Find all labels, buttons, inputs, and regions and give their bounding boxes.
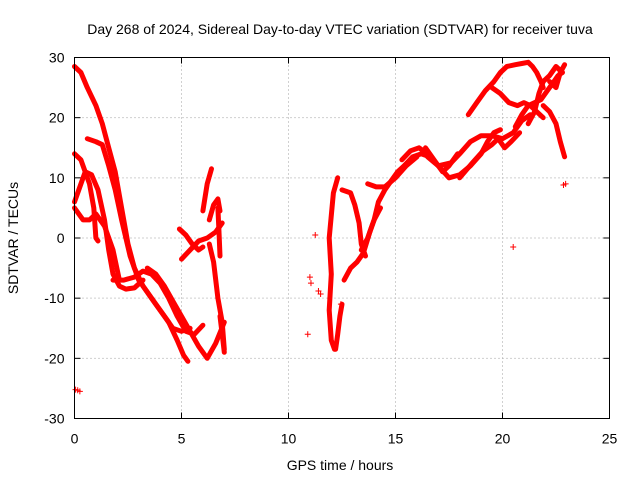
y-tick-label: 30 — [49, 50, 65, 66]
series-arc-4 — [84, 136, 193, 334]
scatter-points — [72, 180, 569, 395]
y-tick-label: -10 — [44, 290, 64, 306]
data-point — [562, 180, 569, 187]
series-arc-28 — [525, 64, 565, 127]
series-arc-3 — [72, 169, 146, 292]
y-tick-label: 10 — [49, 170, 65, 186]
series-arc-8 — [176, 226, 206, 253]
tick-labels: 0 5 10 15 20 25 -30 -20 -10 0 10 20 30 — [44, 50, 617, 447]
series-arc-20 — [365, 154, 420, 190]
data-point — [317, 290, 324, 297]
series-arc-2 — [72, 151, 101, 244]
y-tick-label: -20 — [44, 350, 64, 366]
plot-frame — [74, 57, 610, 419]
x-axis-label: GPS time / hours — [287, 457, 394, 473]
series-arc-16 — [333, 301, 345, 352]
y-tick-label: -30 — [44, 411, 64, 427]
y-tick-label: 20 — [49, 110, 65, 126]
series-arc-29 — [540, 103, 568, 160]
data-point — [76, 388, 83, 395]
series-arc-14 — [217, 313, 227, 355]
series-arc-5 — [72, 205, 122, 283]
series-arc-30 — [547, 62, 568, 91]
x-tick-label: 0 — [71, 431, 79, 447]
chart-title: Day 268 of 2024, Sidereal Day-to-day VTE… — [87, 21, 593, 37]
data-point — [315, 287, 322, 294]
series-arc-23 — [423, 145, 461, 175]
chart-grid — [74, 57, 610, 419]
series-arc-13 — [215, 205, 223, 259]
x-tick-label: 10 — [281, 431, 297, 447]
series-arc-15 — [326, 175, 341, 352]
series-arc-24 — [457, 130, 523, 181]
series-arc-10 — [200, 166, 214, 214]
data-point — [337, 301, 344, 308]
x-tick-label: 15 — [388, 431, 404, 447]
data-point — [510, 244, 517, 251]
y-tick-label: 0 — [57, 230, 65, 246]
data-point — [304, 331, 311, 338]
data-point — [306, 274, 313, 281]
x-tick-label: 25 — [602, 431, 618, 447]
series-arc-25 — [465, 59, 546, 118]
series-arc-11 — [206, 196, 223, 223]
series-arc-21 — [399, 127, 503, 181]
data-point — [307, 280, 314, 287]
data-point — [312, 231, 319, 238]
series-arc-1 — [72, 64, 191, 364]
x-tick-label: 5 — [178, 431, 186, 447]
series-arc-7 — [144, 265, 227, 361]
y-axis-label: SDTVAR / TECUs — [5, 182, 21, 294]
data-series — [72, 59, 568, 364]
x-tick-label: 20 — [495, 431, 511, 447]
